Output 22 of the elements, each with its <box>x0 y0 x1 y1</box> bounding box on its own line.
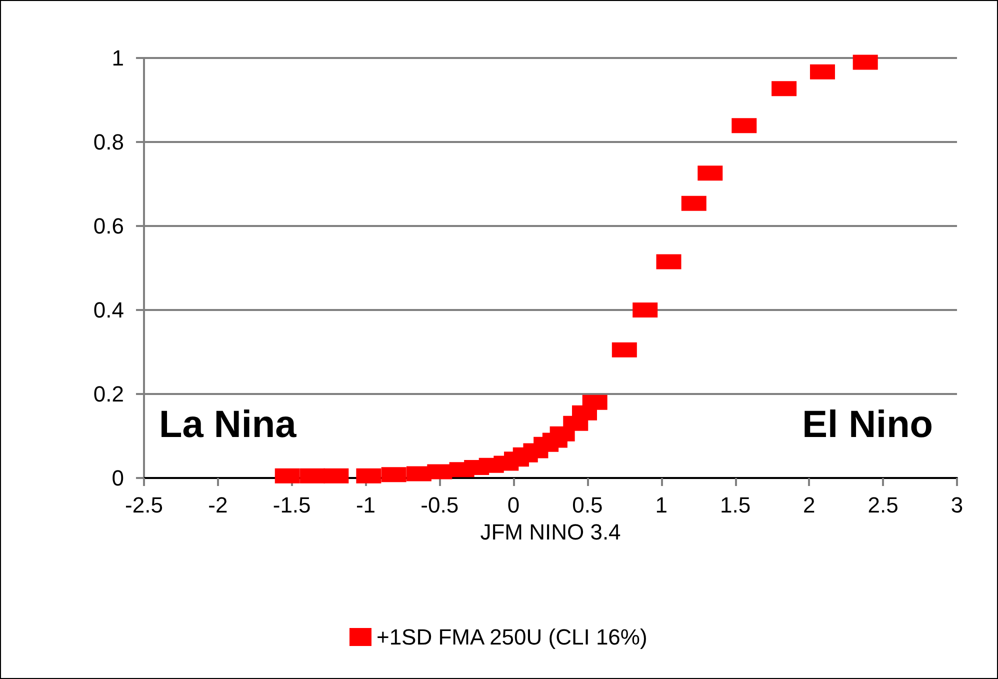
y-tick-label: 1 <box>112 46 124 70</box>
x-tick-label: -2.5 <box>125 492 163 518</box>
x-tick-label: -2 <box>208 492 228 518</box>
y-tick-label: 0.2 <box>93 382 124 406</box>
legend-label: +1SD FMA 250U (CLI 16%) <box>376 624 648 650</box>
x-tick-label: 2 <box>803 492 816 518</box>
x-tick-label: -0.5 <box>420 492 459 518</box>
annotation: La Nina <box>159 404 298 446</box>
x-tick-label: 3 <box>950 492 964 518</box>
x-tick-label: 1 <box>655 492 668 518</box>
y-tick-label: 0.8 <box>93 130 124 154</box>
x-tick-label: -1.5 <box>272 492 311 518</box>
annotation: El Nino <box>802 404 934 446</box>
x-axis-title: JFM NINO 3.4 <box>480 519 621 544</box>
x-tick-label: 0 <box>507 492 520 518</box>
y-tick-label: 0.6 <box>93 214 124 238</box>
x-tick-label: 0.5 <box>572 492 603 518</box>
y-tick-label: 0.4 <box>93 298 124 322</box>
y-tick-label: 0 <box>112 466 124 490</box>
x-tick-label: 1.5 <box>720 492 751 518</box>
x-tick-label: 2.5 <box>868 492 898 518</box>
x-tick-label: -1 <box>356 492 376 518</box>
